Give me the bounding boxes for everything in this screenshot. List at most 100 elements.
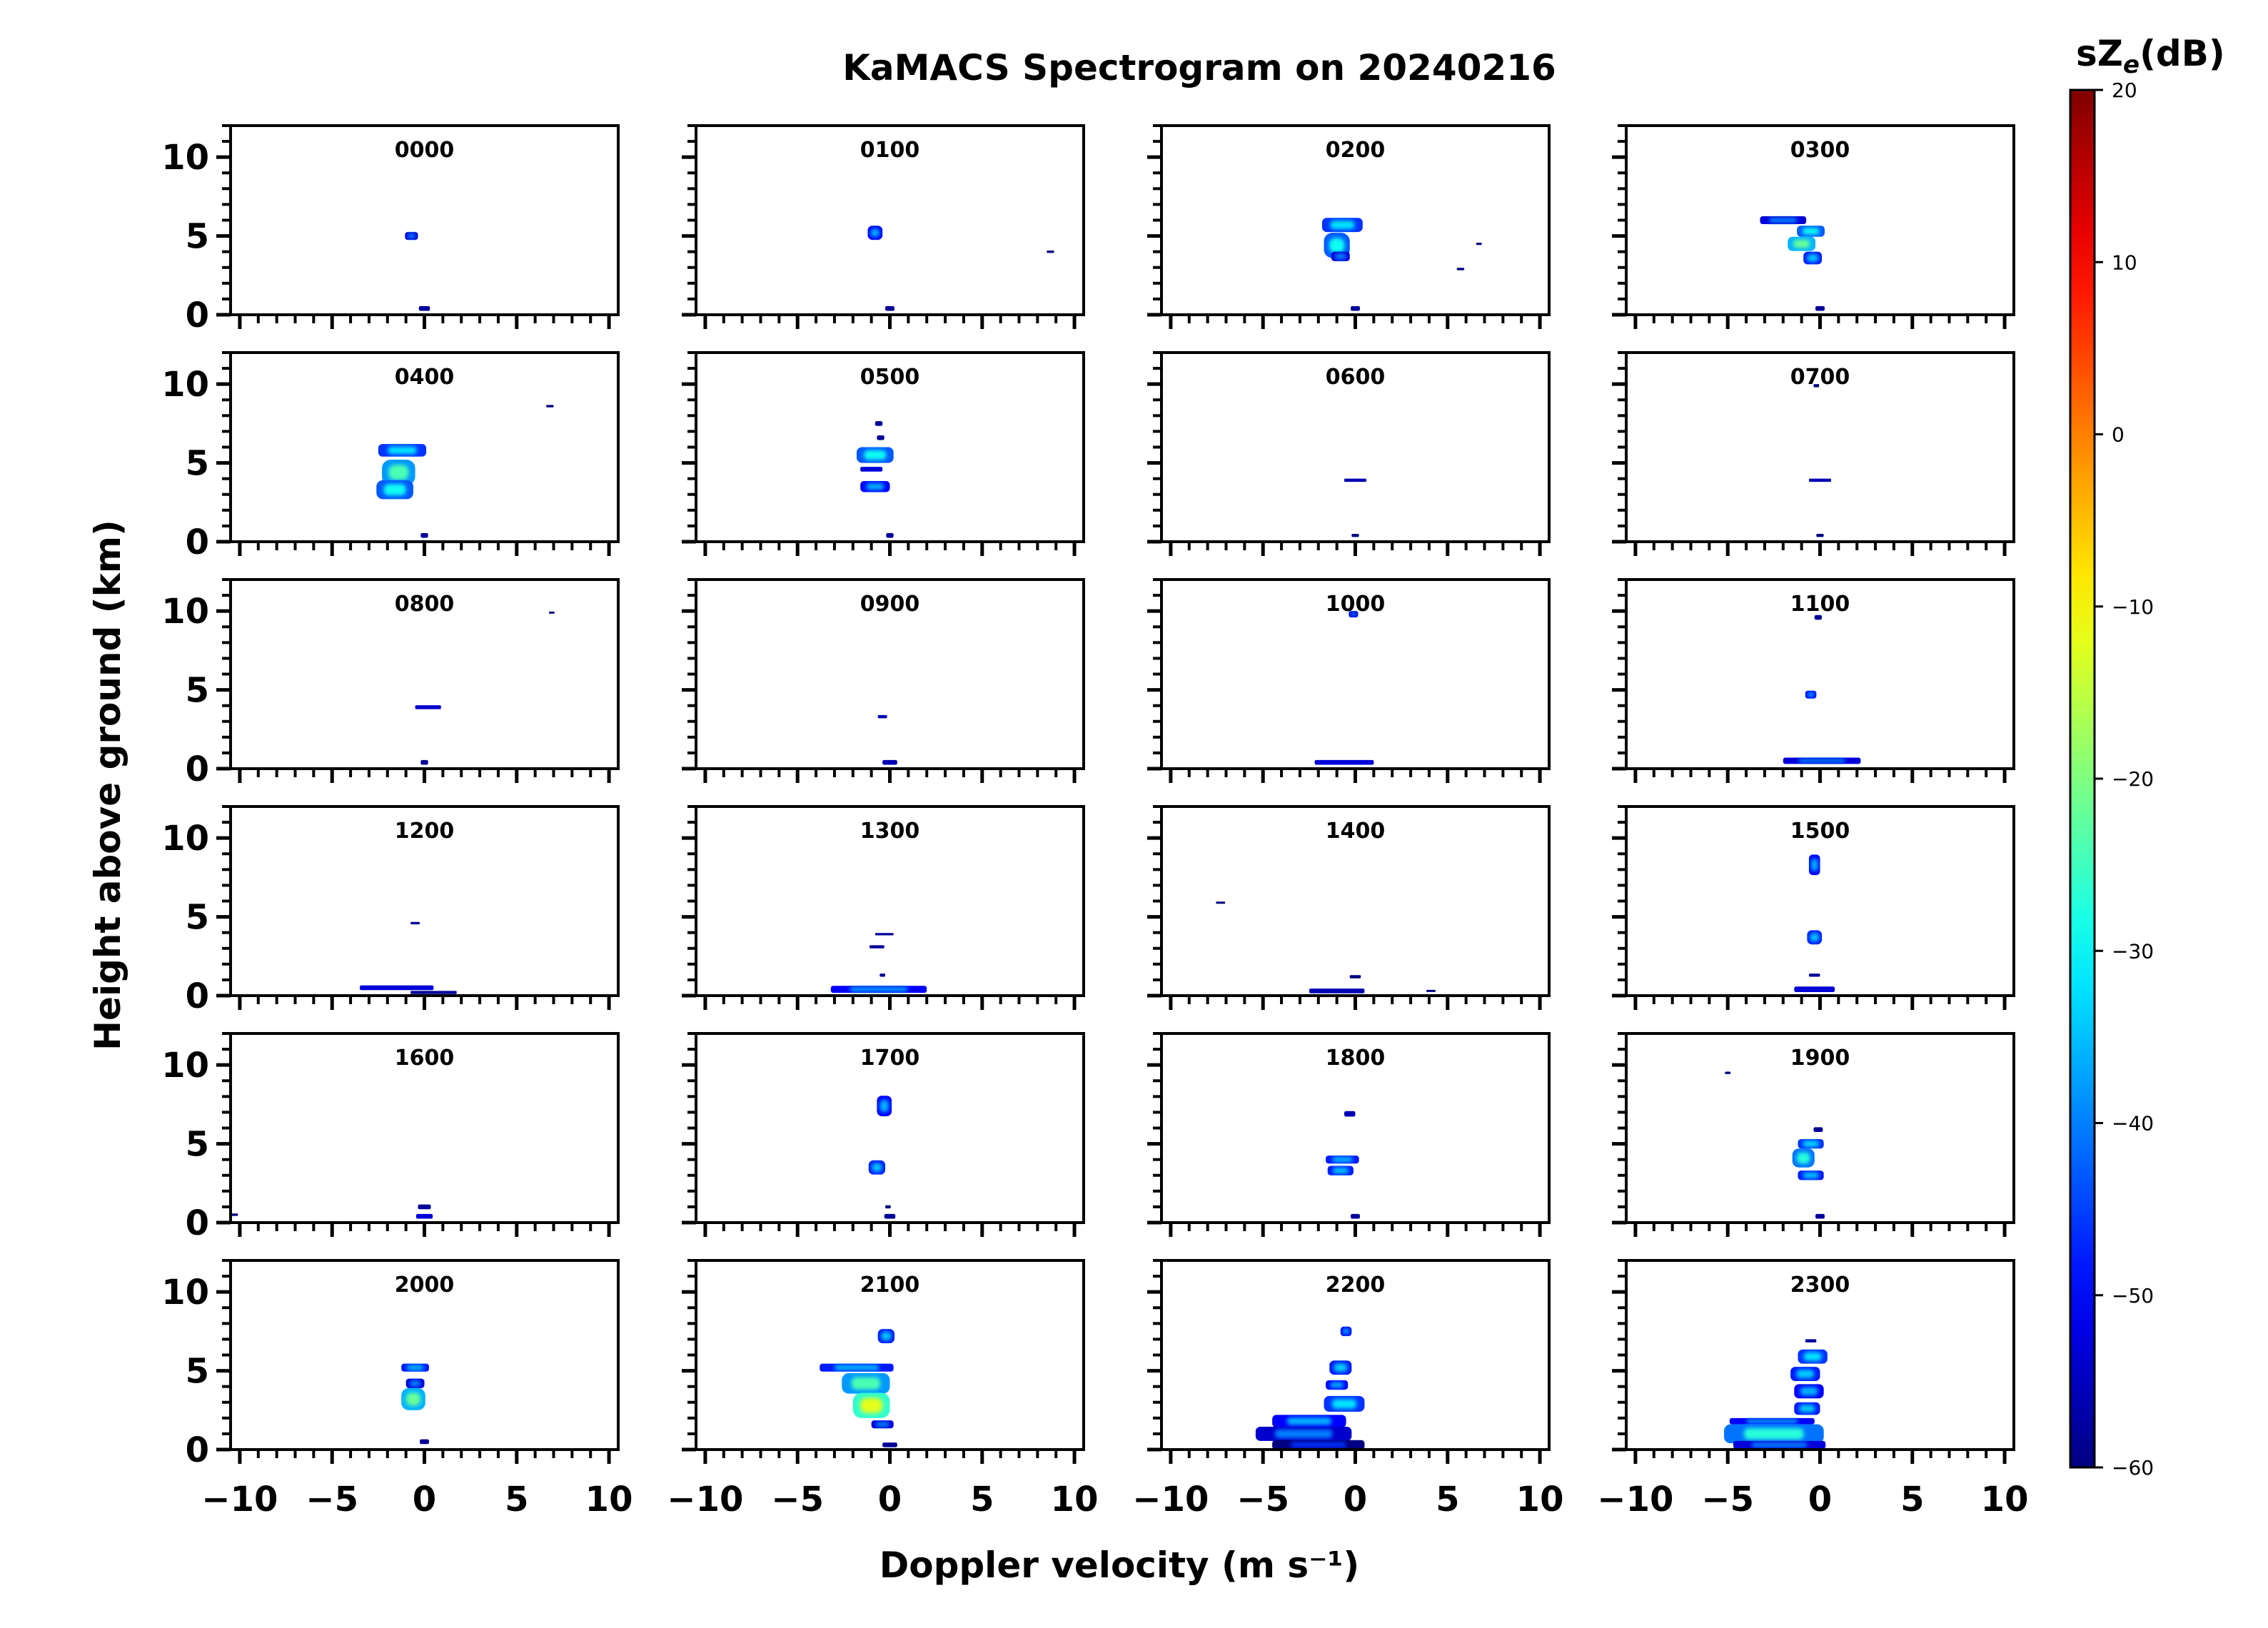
spectral-echo <box>1815 1213 1825 1219</box>
spectral-echo-core <box>1332 1157 1353 1162</box>
spectral-echo <box>1476 242 1482 246</box>
y-tick-label: 10 <box>161 592 209 632</box>
spectral-echo <box>1725 1071 1731 1074</box>
panel-time-label: 0300 <box>1790 138 1850 163</box>
spectral-echo <box>1808 478 1832 482</box>
panel-data <box>1321 218 1482 311</box>
spectral-echo <box>1344 478 1367 482</box>
y-tick-label: 0 <box>186 522 209 562</box>
x-tick-label: 5 <box>1900 1480 1924 1520</box>
panel-data <box>1216 901 1436 994</box>
y-tick-label: 0 <box>186 295 209 335</box>
spectral-echo-core <box>1334 1363 1348 1372</box>
spectral-echo-core <box>1799 1405 1815 1412</box>
spectral-echo <box>418 1204 431 1210</box>
panel-time-label: 0400 <box>395 365 455 390</box>
panel-time-label: 1700 <box>860 1046 920 1071</box>
x-tick-label: −5 <box>771 1480 824 1520</box>
panel-data <box>1794 854 1835 993</box>
panel-0600: 0600 <box>1147 351 1551 556</box>
spectral-echo-core <box>1810 933 1819 942</box>
spectral-echo <box>1426 989 1436 992</box>
panel-data <box>1314 611 1374 765</box>
panel-time-label: 1900 <box>1790 1046 1850 1071</box>
panel-time-label: 1100 <box>1790 592 1850 617</box>
panel-time-label: 2300 <box>1790 1273 1850 1298</box>
panel-time-label: 0000 <box>395 138 455 163</box>
spectral-echo <box>1344 1111 1356 1117</box>
spectral-echo <box>420 759 428 765</box>
y-tick-label: 5 <box>186 671 209 711</box>
spectral-echo <box>1349 975 1361 979</box>
spectral-echo-core <box>1331 1399 1357 1409</box>
y-tick-label: 5 <box>186 217 209 257</box>
panel-1800: 1800 <box>1147 1032 1551 1237</box>
spectral-echo <box>885 1205 891 1209</box>
panel-0700: 0700 <box>1612 351 2015 556</box>
spectral-echo <box>549 611 555 614</box>
spectral-echo <box>1813 1127 1823 1133</box>
panel-2200: 2200 −10 −5 0 5 10 <box>1132 1259 1564 1520</box>
x-tick-label: 0 <box>1808 1480 1832 1520</box>
spectral-echo <box>885 305 894 311</box>
spectral-echo-core <box>405 1392 421 1406</box>
spectral-echo <box>1216 901 1226 904</box>
spectral-echo <box>410 921 420 925</box>
colorbar-tick-label: 10 <box>2112 251 2137 274</box>
panel-data <box>1255 1326 1365 1450</box>
y-tick-label: 5 <box>186 444 209 484</box>
x-tick-label: 10 <box>1516 1480 1564 1520</box>
spectral-echo-core <box>406 1365 424 1370</box>
spectral-echo-core <box>1286 1417 1331 1425</box>
panel-data <box>1326 1111 1360 1219</box>
panel-time-label: 0500 <box>860 365 920 390</box>
panel-data <box>1808 384 1832 537</box>
spectral-echo <box>886 532 894 538</box>
spectral-echo <box>882 1442 897 1447</box>
spectral-echo-core <box>388 465 409 480</box>
colorbar-gradient <box>2069 89 2096 1469</box>
panel-1000: 1000 <box>1147 578 1551 783</box>
panel-time-label: 0200 <box>1326 138 1386 163</box>
colorbar-tick-label: −50 <box>2112 1284 2154 1308</box>
y-tick-label: 0 <box>186 976 209 1016</box>
x-tick-label: −10 <box>667 1480 743 1520</box>
colorbar-tick-label: −60 <box>2112 1456 2154 1480</box>
panel-data <box>1344 478 1367 537</box>
panel-1200: 1200 0 5 10 <box>161 805 620 1016</box>
spectral-echo <box>1351 1213 1360 1219</box>
spectral-echo-core <box>881 1332 892 1340</box>
panel-2000: 2000 0 5 10 −10 −5 0 5 10 <box>161 1259 632 1520</box>
spectral-echo-core <box>1811 859 1818 871</box>
x-tick-label: −5 <box>306 1480 358 1520</box>
panel-time-label: 1800 <box>1326 1046 1386 1071</box>
x-tick-label: 5 <box>1436 1480 1459 1520</box>
spectral-echo-core <box>409 1380 421 1387</box>
spectral-echo <box>418 305 430 311</box>
spectral-echo-core <box>851 1377 881 1390</box>
panel-data <box>868 1096 896 1219</box>
spectral-echo <box>231 1213 238 1216</box>
y-axis-label: Height above ground (km) <box>87 520 128 1051</box>
x-tick-label: −10 <box>201 1480 278 1520</box>
panel-data <box>820 1329 897 1447</box>
spectral-echo <box>1314 759 1374 765</box>
spectral-echo <box>546 405 554 408</box>
x-tick-label: −5 <box>1701 1480 1754 1520</box>
spectral-echo-core <box>866 483 884 490</box>
x-tick-label: −5 <box>1236 1480 1289 1520</box>
spectral-echo-core <box>1330 221 1355 230</box>
spectral-echo-core <box>1291 1442 1346 1448</box>
panel-time-label: 1500 <box>1790 819 1850 844</box>
panel-time-label: 0900 <box>860 592 920 617</box>
spectral-echo-core <box>1807 254 1818 262</box>
panel-2100: 2100 −10 −5 0 5 10 <box>667 1259 1098 1520</box>
y-tick-label: 10 <box>161 819 209 859</box>
panel-time-label: 0700 <box>1790 365 1850 390</box>
panel-1900: 1900 <box>1612 1032 2015 1237</box>
spectral-echo-core <box>1793 239 1810 248</box>
panel-time-label: 1300 <box>860 819 920 844</box>
spectral-echo <box>884 1213 896 1219</box>
